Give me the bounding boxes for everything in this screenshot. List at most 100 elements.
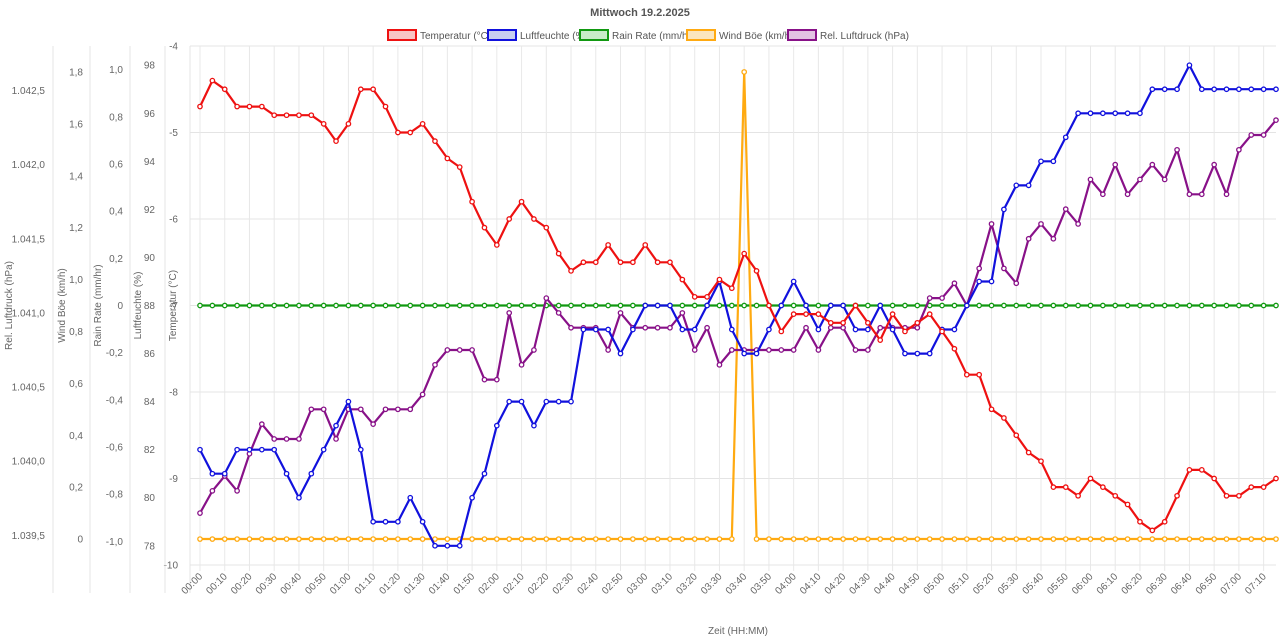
data-point-press[interactable] — [1174, 146, 1180, 153]
data-point-wind[interactable] — [357, 536, 364, 542]
data-point-hum[interactable] — [246, 446, 253, 453]
data-point-rain[interactable] — [716, 302, 723, 309]
data-point-temp[interactable] — [827, 319, 834, 326]
data-point-rain[interactable] — [308, 302, 315, 309]
data-point-press[interactable] — [1001, 265, 1007, 272]
data-point-press[interactable] — [1100, 191, 1106, 198]
data-point-temp[interactable] — [1050, 484, 1057, 490]
data-point-rain[interactable] — [234, 302, 240, 309]
data-point-wind[interactable] — [531, 536, 537, 542]
data-point-press[interactable] — [667, 324, 673, 331]
data-point-rain[interactable] — [1236, 302, 1242, 309]
data-point-hum[interactable] — [456, 542, 463, 549]
data-point-temp[interactable] — [1112, 492, 1119, 499]
data-point-wind[interactable] — [1174, 536, 1180, 542]
data-point-rain[interactable] — [630, 302, 636, 309]
data-point-press[interactable] — [1025, 235, 1032, 242]
data-point-hum[interactable] — [803, 302, 809, 309]
data-point-press[interactable] — [914, 324, 921, 331]
data-point-press[interactable] — [506, 310, 513, 316]
data-point-press[interactable] — [852, 347, 859, 353]
data-point-hum[interactable] — [963, 302, 970, 309]
data-point-hum[interactable] — [531, 422, 537, 429]
data-point-rain[interactable] — [258, 302, 265, 309]
data-point-hum[interactable] — [370, 518, 376, 525]
data-point-rain[interactable] — [1260, 302, 1267, 309]
data-point-hum[interactable] — [1087, 110, 1094, 117]
data-point-wind[interactable] — [333, 536, 339, 542]
data-point-rain[interactable] — [679, 302, 686, 309]
data-point-wind[interactable] — [963, 536, 970, 542]
data-point-hum[interactable] — [592, 326, 599, 333]
data-point-temp[interactable] — [1100, 484, 1106, 490]
data-point-rain[interactable] — [1038, 302, 1044, 309]
data-point-hum[interactable] — [1161, 86, 1168, 93]
data-point-rain[interactable] — [1223, 302, 1230, 309]
data-point-hum[interactable] — [988, 278, 995, 285]
data-point-temp[interactable] — [1223, 492, 1230, 499]
data-point-press[interactable] — [865, 347, 871, 353]
data-point-temp[interactable] — [617, 259, 624, 266]
data-point-temp[interactable] — [642, 242, 649, 248]
data-point-wind[interactable] — [704, 536, 710, 542]
data-point-wind[interactable] — [790, 536, 797, 542]
data-point-temp[interactable] — [667, 259, 673, 266]
data-point-rain[interactable] — [271, 302, 278, 309]
data-point-temp[interactable] — [803, 311, 809, 317]
data-point-wind[interactable] — [246, 536, 253, 542]
data-point-rain[interactable] — [728, 302, 735, 309]
data-point-wind[interactable] — [1223, 536, 1230, 542]
data-point-wind[interactable] — [518, 536, 525, 542]
data-point-hum[interactable] — [617, 350, 624, 357]
data-point-hum[interactable] — [1149, 86, 1156, 93]
data-point-rain[interactable] — [1211, 302, 1218, 309]
data-point-hum[interactable] — [889, 326, 896, 333]
data-point-hum[interactable] — [1198, 86, 1205, 93]
data-point-hum[interactable] — [197, 446, 203, 453]
data-point-temp[interactable] — [271, 112, 278, 119]
data-point-hum[interactable] — [630, 326, 636, 333]
data-point-press[interactable] — [518, 361, 525, 368]
data-point-press[interactable] — [1050, 235, 1057, 242]
data-point-wind[interactable] — [469, 536, 475, 542]
data-point-press[interactable] — [778, 347, 785, 353]
data-point-rain[interactable] — [889, 302, 896, 309]
data-point-press[interactable] — [1198, 191, 1205, 198]
data-point-wind[interactable] — [877, 536, 884, 542]
data-point-hum[interactable] — [1062, 134, 1069, 141]
data-point-temp[interactable] — [852, 302, 859, 309]
data-point-temp[interactable] — [432, 138, 438, 144]
data-point-rain[interactable] — [815, 302, 822, 309]
data-point-rain[interactable] — [1248, 302, 1255, 309]
data-point-wind[interactable] — [258, 536, 265, 542]
data-point-wind[interactable] — [1025, 536, 1032, 542]
data-point-wind[interactable] — [382, 536, 389, 542]
data-point-wind[interactable] — [419, 536, 426, 542]
data-point-wind[interactable] — [580, 536, 587, 542]
data-point-temp[interactable] — [506, 216, 513, 222]
data-point-hum[interactable] — [382, 518, 389, 525]
data-point-press[interactable] — [1211, 161, 1218, 168]
data-point-hum[interactable] — [778, 302, 785, 309]
data-point-hum[interactable] — [642, 302, 649, 309]
data-point-hum[interactable] — [1050, 158, 1057, 165]
data-point-press[interactable] — [1112, 161, 1119, 168]
data-point-temp[interactable] — [543, 224, 550, 231]
data-point-rain[interactable] — [456, 302, 463, 309]
data-point-wind[interactable] — [345, 536, 352, 542]
data-point-temp[interactable] — [209, 77, 216, 84]
data-point-hum[interactable] — [926, 350, 933, 357]
data-point-wind[interactable] — [630, 536, 636, 542]
data-point-temp[interactable] — [357, 86, 364, 93]
data-point-temp[interactable] — [704, 293, 710, 300]
data-point-press[interactable] — [370, 421, 376, 427]
data-point-hum[interactable] — [481, 470, 488, 477]
data-point-press[interactable] — [1038, 221, 1044, 227]
data-point-wind[interactable] — [1050, 536, 1057, 542]
data-point-press[interactable] — [827, 324, 834, 331]
data-point-press[interactable] — [555, 310, 562, 316]
data-point-wind[interactable] — [914, 536, 921, 542]
data-point-temp[interactable] — [1013, 432, 1020, 439]
data-point-wind[interactable] — [1260, 536, 1267, 542]
data-point-rain[interactable] — [1186, 302, 1193, 309]
